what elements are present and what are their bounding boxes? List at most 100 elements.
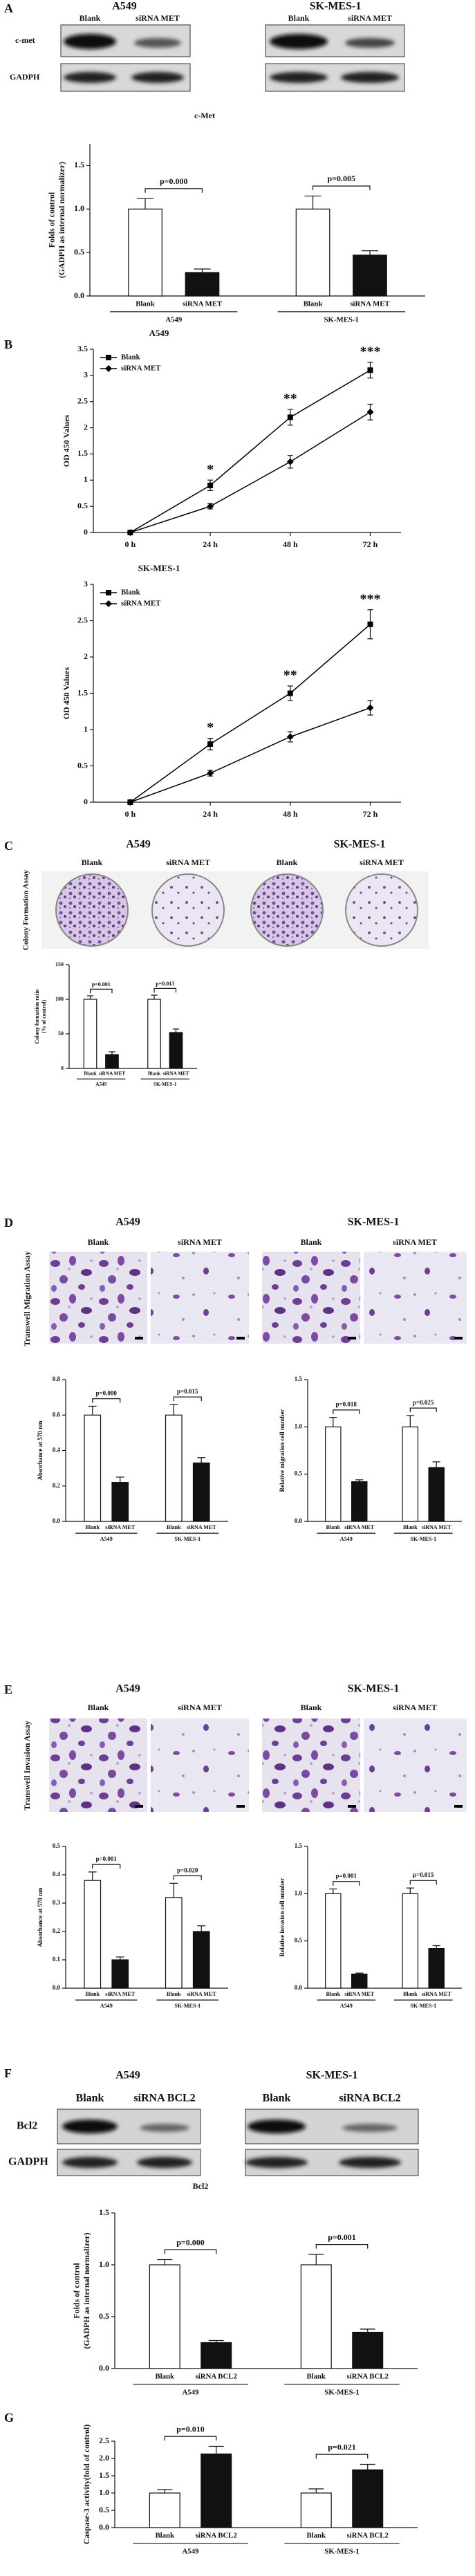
significance-mark: * — [207, 462, 214, 477]
y-tick-label: 0.5 — [77, 760, 88, 770]
significance-mark: ** — [283, 668, 297, 683]
bar — [111, 1482, 129, 1522]
bar — [147, 999, 161, 1069]
x-tick-label: Blank — [304, 299, 323, 308]
bar — [325, 1426, 342, 1522]
x-tick-label: 0 h — [125, 539, 136, 549]
y-tick-label: 1.0 — [99, 2487, 109, 2497]
y-tick-label: 0.0 — [99, 2363, 109, 2373]
x-tick-label: Blank — [148, 1071, 160, 1077]
bar — [201, 2453, 232, 2528]
y-tick-label: 2 — [84, 651, 88, 661]
chart-title: SK-MES-1 — [138, 563, 180, 573]
lane-label: siRNA MET — [393, 1703, 437, 1712]
y-tick-label: 3 — [84, 579, 88, 589]
bar — [352, 2331, 384, 2369]
lane-label: Blank — [288, 13, 310, 23]
y-tick-label: 0.0 — [53, 1984, 61, 1991]
p-value: p=0.021 — [328, 2442, 356, 2452]
legend-label: Blank — [121, 353, 140, 361]
bar — [428, 1948, 445, 1989]
y-tick-label: 0.5 — [99, 2505, 109, 2514]
row-label: GADPH — [8, 2156, 48, 2168]
y-tick-label: 100 — [55, 996, 64, 1002]
error-bar — [172, 1028, 180, 1032]
row-label: c-met — [15, 35, 35, 45]
significance-mark: *** — [360, 591, 381, 606]
bar — [402, 1426, 419, 1522]
panel-letter: F — [4, 2066, 12, 2080]
x-tick-label: siRNA MET — [99, 1071, 125, 1077]
y-tick-label: 0.0 — [99, 2522, 109, 2532]
point — [207, 482, 214, 488]
p-value: p=0.000 — [160, 176, 188, 186]
point — [207, 741, 214, 747]
micrographs — [49, 1252, 467, 1344]
blot-caption: Bcl2 — [193, 2181, 209, 2191]
y-tick-label: 0 — [84, 527, 88, 537]
bar — [185, 272, 220, 297]
p-value: p=0.025 — [413, 1399, 434, 1406]
x-tick-label: Blank — [403, 1991, 418, 1997]
x-tick-label: Blank — [136, 299, 155, 308]
y-tick-label: 3.5 — [77, 344, 88, 353]
legend-label: siRNA MET — [121, 599, 161, 607]
y-tick-label: 0.5 — [295, 1937, 303, 1944]
x-tick-label: Blank — [85, 1524, 100, 1530]
lane-label: siRNA BCL2 — [339, 2093, 400, 2104]
x-tick-label: Blank — [85, 1991, 100, 1997]
bar — [201, 2342, 232, 2369]
legend-label: siRNA MET — [121, 364, 161, 372]
significance-mark: ** — [283, 391, 297, 407]
error-bar — [88, 1405, 97, 1416]
error-bar — [86, 995, 94, 999]
y-axis-label: (% of control) — [41, 1000, 47, 1034]
error-bar — [151, 994, 158, 999]
side-label: Transwell Migration Assay — [22, 1251, 32, 1346]
error-bar — [115, 1476, 124, 1483]
panel-letter: A — [4, 1, 13, 15]
x-tick-label: Blank — [306, 2372, 326, 2380]
x-tick-label: 48 h — [283, 809, 298, 819]
x-tick-label: 48 h — [283, 539, 298, 549]
group-label: A549 — [100, 1536, 113, 1542]
x-tick-label: Blank — [155, 2531, 174, 2539]
x-tick-label: siRNA MET — [105, 1991, 136, 1997]
side-label: Colony Formation Assay — [22, 869, 30, 950]
legend-label: Blank — [121, 588, 140, 596]
point — [287, 690, 293, 696]
bar — [84, 1414, 102, 1522]
p-value: p=0.013 — [156, 981, 174, 987]
y-axis-label: Relative migration cell number — [279, 1409, 286, 1492]
y-tick-label: 1.5 — [74, 160, 84, 169]
y-tick-label: 1.0 — [295, 1889, 303, 1896]
p-value: p=0.000 — [96, 1390, 118, 1397]
error-bar — [88, 1871, 97, 1881]
lane-label: siRNA MET — [348, 13, 392, 23]
point — [286, 733, 294, 741]
bar — [351, 1973, 368, 1989]
lane-label: Blank — [76, 2093, 104, 2104]
p-value: p=0.000 — [176, 2237, 205, 2247]
legend-marker — [106, 355, 111, 360]
lane-label: Blank — [88, 1237, 109, 1247]
x-tick-label: siRNA MET — [350, 299, 390, 308]
p-value: p=0.001 — [92, 981, 111, 988]
y-tick-label: 2 — [84, 422, 88, 432]
x-tick-label: Blank — [84, 1071, 96, 1077]
panel-header: A549 — [115, 1683, 140, 1695]
group-label: SK-MES-1 — [153, 1082, 177, 1087]
group-label: SK-MES-1 — [324, 2547, 359, 2555]
chart-title: A549 — [149, 328, 169, 338]
significance-bracket — [315, 2244, 369, 2249]
error-bar — [197, 1925, 206, 1931]
error-bar — [208, 2339, 224, 2343]
significance-bracket — [173, 1396, 202, 1402]
y-axis-label: Colony formation ratio — [34, 989, 40, 1044]
significance-bracket — [315, 2454, 369, 2459]
significance-bracket — [92, 1398, 121, 1403]
y-axis-label: (GADPH as internal normalizer) — [82, 2232, 91, 2348]
error-bar — [197, 1457, 206, 1463]
y-tick-label: 2.5 — [77, 396, 88, 405]
point — [367, 367, 373, 373]
